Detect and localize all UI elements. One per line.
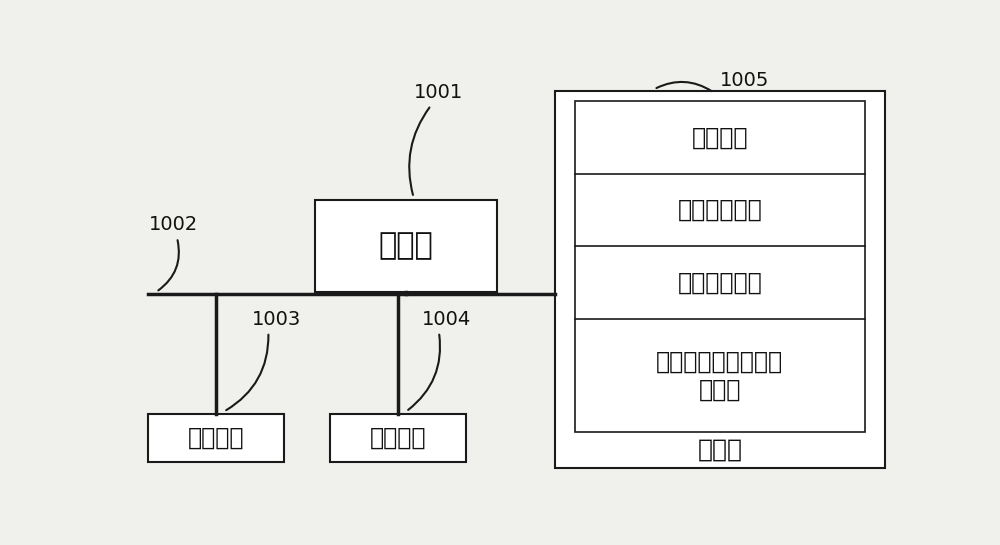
FancyArrowPatch shape: [408, 335, 440, 410]
Text: 1001: 1001: [414, 83, 464, 102]
FancyArrowPatch shape: [656, 82, 712, 91]
Text: 供水管网实时漏损检
测程序: 供水管网实时漏损检 测程序: [656, 349, 783, 401]
Text: 用户接口: 用户接口: [188, 426, 244, 450]
Bar: [555, 90, 885, 468]
Text: 1002: 1002: [148, 215, 198, 234]
Bar: [148, 414, 284, 462]
Text: 操作系统: 操作系统: [692, 125, 748, 149]
Text: 1005: 1005: [720, 71, 770, 89]
Text: 用户接口模块: 用户接口模块: [677, 271, 762, 295]
FancyArrowPatch shape: [409, 107, 429, 195]
Text: 网络接口: 网络接口: [370, 426, 426, 450]
Bar: [315, 199, 497, 292]
Text: 1003: 1003: [252, 310, 301, 329]
FancyArrowPatch shape: [226, 335, 268, 410]
Text: 网络通信模块: 网络通信模块: [677, 198, 762, 222]
Text: 处理器: 处理器: [379, 231, 433, 261]
Text: 1004: 1004: [422, 310, 471, 329]
Bar: [330, 414, 466, 462]
Text: 存储器: 存储器: [697, 438, 742, 462]
Bar: [574, 101, 865, 432]
FancyArrowPatch shape: [158, 240, 179, 290]
